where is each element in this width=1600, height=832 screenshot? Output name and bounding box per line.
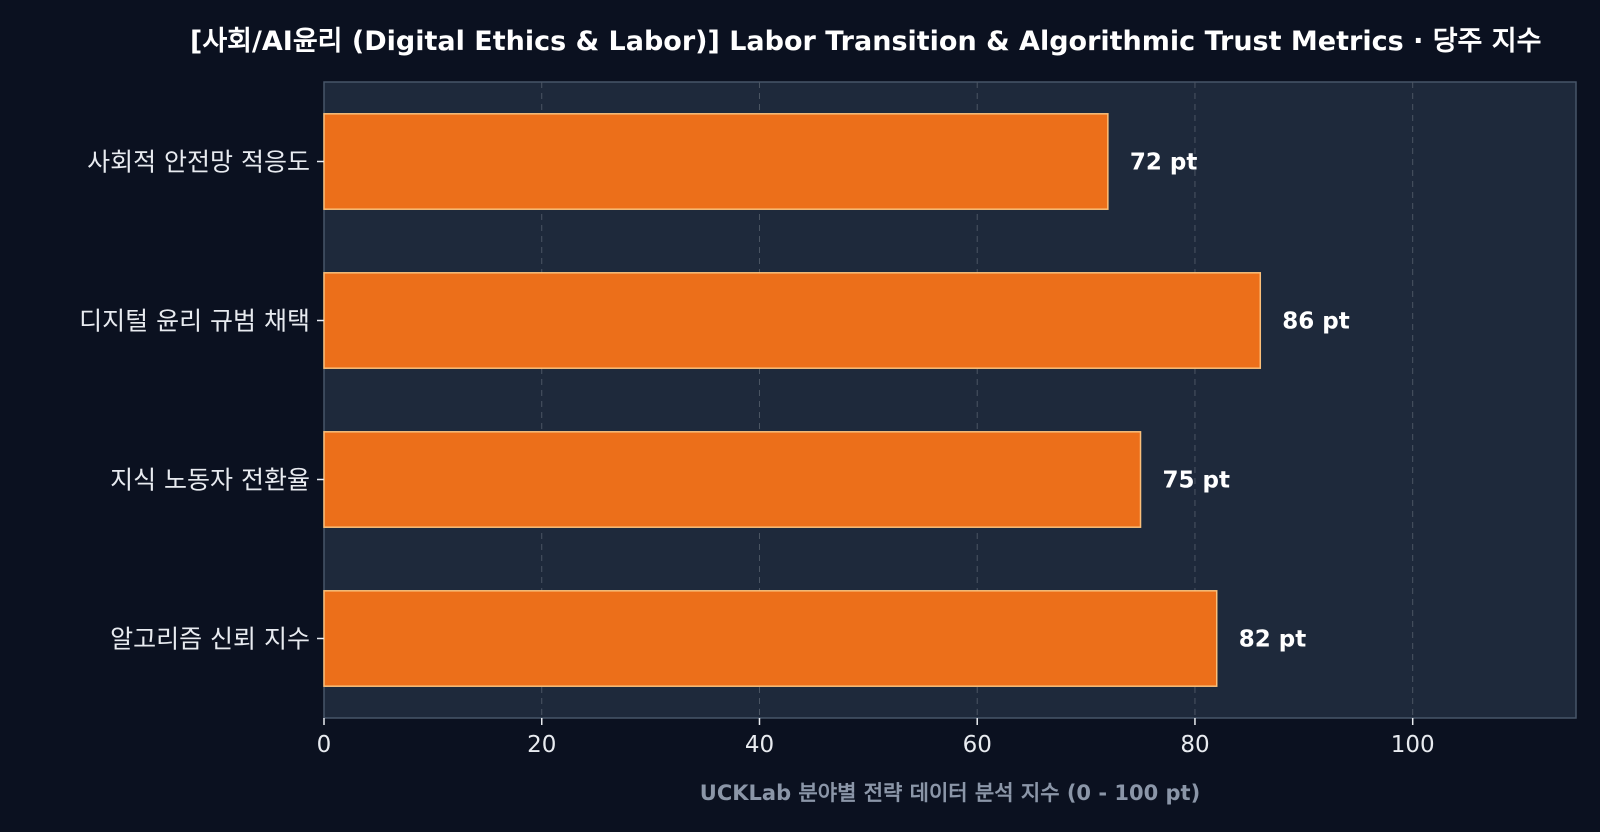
- value-labels: 72 pt 86 pt 75 pt 82 pt: [1130, 150, 1350, 653]
- y-tick-label-1: 사회적 안전망 적응도: [87, 148, 310, 177]
- x-tick-label-0: 0: [317, 732, 332, 758]
- x-axis: 0 20 40 60 80 100: [317, 718, 1435, 758]
- x-axis-label: UCKLab 분야별 전략 데이터 분석 지수 (0 - 100 pt): [700, 781, 1200, 805]
- x-tick-label-80: 80: [1180, 732, 1209, 758]
- x-tick-label-100: 100: [1391, 732, 1435, 758]
- y-tick-label-2: 디지털 윤리 규범 채택: [79, 307, 310, 336]
- bars: [323, 113, 1262, 687]
- chart-title: [사회/AI윤리 (Digital Ethics & Labor)] Labor…: [190, 26, 1541, 57]
- y-tick-label-3: 지식 노동자 전환율: [110, 466, 310, 495]
- value-label-3: 75 pt: [1163, 468, 1230, 494]
- value-label-1: 72 pt: [1130, 150, 1197, 176]
- value-label-2: 86 pt: [1282, 309, 1349, 335]
- y-tick-label-4: 알고리즘 신뢰 지수: [110, 625, 310, 654]
- x-tick-label-60: 60: [963, 732, 992, 758]
- bar-1: [323, 113, 1109, 210]
- x-tick-label-20: 20: [527, 732, 556, 758]
- bar-4: [323, 590, 1218, 687]
- bar-2: [323, 272, 1262, 369]
- value-label-4: 82 pt: [1239, 627, 1306, 653]
- bar-3: [323, 431, 1142, 528]
- x-tick-label-40: 40: [745, 732, 774, 758]
